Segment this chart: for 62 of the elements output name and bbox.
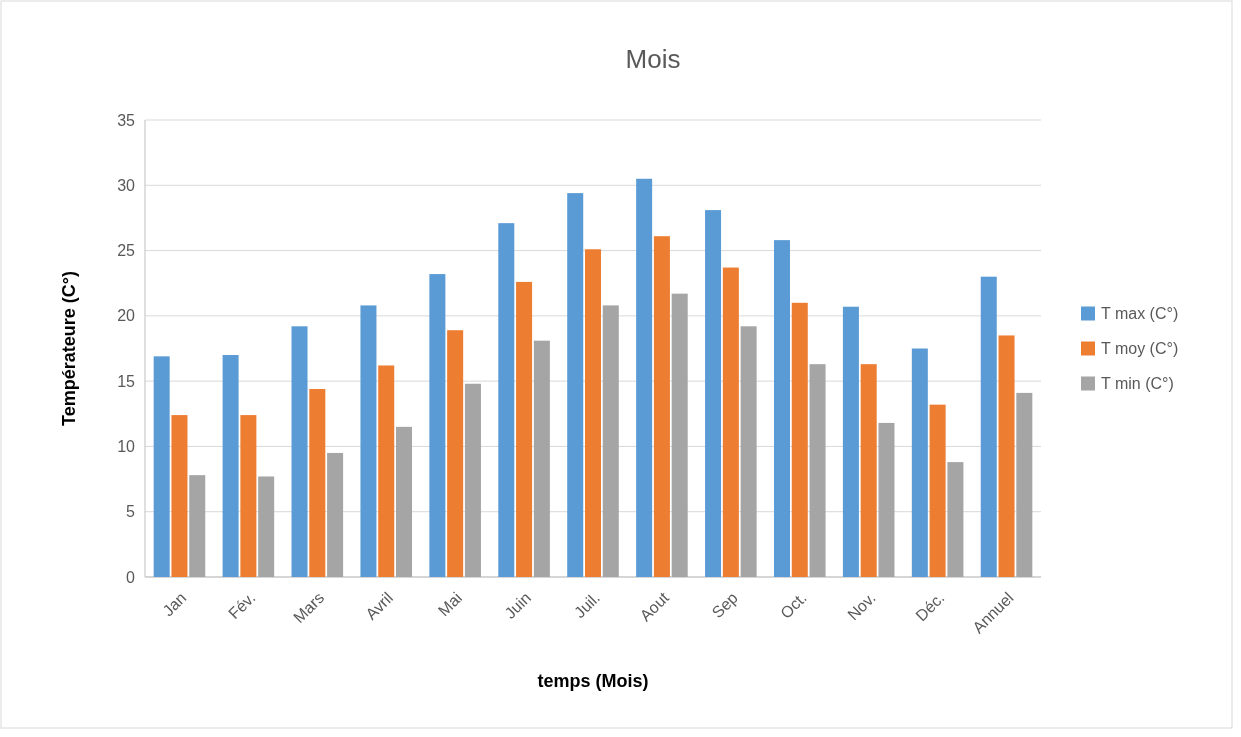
bar: [153, 356, 170, 577]
chart-title: Mois: [625, 44, 681, 74]
bar: [171, 415, 188, 577]
x-tick-label: Nov.: [844, 589, 879, 624]
bar: [602, 305, 619, 577]
bar: [516, 281, 533, 577]
y-tick-label: 30: [117, 176, 136, 194]
bar: [947, 462, 964, 577]
x-tick-label: Jan: [159, 589, 190, 620]
bar: [773, 240, 790, 577]
x-tick-label: Juin: [501, 589, 535, 622]
bar: [911, 348, 928, 577]
legend-label: T min (C°): [1101, 375, 1174, 393]
bar: [533, 340, 550, 577]
x-tick-label: Oct.: [777, 589, 810, 622]
bar: [360, 305, 377, 577]
y-tick-label: 25: [117, 242, 136, 260]
bar: [291, 326, 308, 577]
y-tick-label: 10: [117, 438, 136, 456]
bar: [240, 415, 257, 577]
bar: [396, 426, 413, 577]
bar: [567, 193, 584, 577]
bar: [998, 335, 1015, 577]
bar: [653, 236, 670, 577]
bar: [327, 452, 344, 577]
bar: [722, 267, 739, 577]
y-axis-title: Températeure (C°): [59, 271, 79, 426]
x-tick-label: Juil.: [570, 589, 604, 622]
bar: [671, 293, 688, 577]
bar: [189, 475, 206, 577]
legend-label: T moy (C°): [1101, 340, 1179, 358]
bar: [378, 365, 395, 577]
x-tick-label: Fév.: [225, 589, 259, 623]
bar: [258, 476, 275, 577]
bar: [809, 364, 826, 577]
legend-label: T max (C°): [1101, 305, 1179, 323]
bar: [705, 210, 722, 577]
bar: [860, 364, 877, 577]
bar: [498, 223, 515, 577]
y-tick-label: 35: [117, 111, 136, 129]
bar: [980, 276, 997, 577]
x-tick-label: Déc.: [912, 589, 948, 625]
y-tick-label: 0: [126, 568, 136, 586]
bar: [791, 302, 808, 577]
bar: [1016, 392, 1033, 577]
bar: [929, 404, 946, 577]
bar: [585, 249, 601, 577]
y-tick-label: 15: [117, 372, 136, 390]
bar: [636, 178, 653, 577]
bar: [878, 422, 895, 577]
x-axis-title: temps (Mois): [537, 671, 649, 691]
x-tick-label: Sep: [708, 588, 741, 622]
bar: [740, 326, 757, 577]
bar: [464, 383, 481, 577]
y-tick-label: 20: [117, 307, 136, 325]
bar: [447, 330, 464, 577]
bar: [842, 306, 859, 577]
bar: [429, 274, 446, 577]
bar: [309, 388, 326, 577]
bar: [222, 355, 239, 577]
y-tick-label: 5: [126, 503, 136, 521]
x-tick-label: Mai: [434, 589, 466, 620]
